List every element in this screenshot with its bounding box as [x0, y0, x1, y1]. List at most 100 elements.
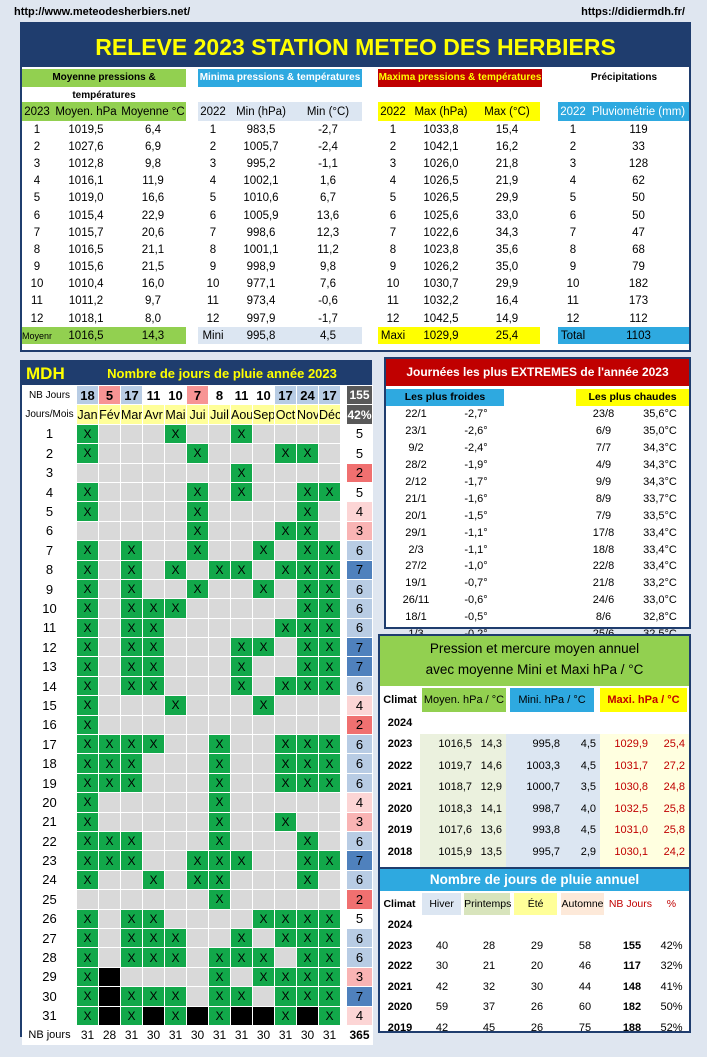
monthly-cell [540, 207, 558, 224]
monthly-cell: 9 [569, 261, 577, 274]
calendar-cell [120, 714, 143, 736]
pressure-row: 2020 1018,3 14,1 998,7 4,0 1032,5 25,8 [380, 798, 689, 820]
month-name: Sep [252, 404, 275, 425]
monthly-cell: 3 [389, 157, 397, 170]
calendar-cell: X [208, 830, 231, 852]
calendar-cell [98, 443, 121, 464]
monthly-cell: 1015,4 [68, 209, 104, 222]
rainy-year: 2023 [387, 939, 413, 952]
day-number: 20 [22, 792, 77, 813]
calendar-cell: X [274, 908, 297, 929]
cold-date: 20/1 [405, 509, 427, 522]
calendar-cell: X [76, 423, 99, 445]
calendar-cell [164, 753, 187, 774]
calendar-cell: X [76, 540, 99, 561]
calendar-cell [164, 443, 187, 464]
extreme-gap [506, 507, 576, 524]
calendar-cell [252, 850, 275, 871]
days-in-month: 30 [252, 1024, 275, 1046]
monthly-cell: 995,2 [246, 157, 276, 170]
cold-temp: -1,1° [464, 543, 488, 556]
calendar-cell [164, 617, 187, 639]
monthly-summary-row: Moyenn 1016,5 14,3 Mini 995,8 4,5 Maxi 1029,9 25… [22, 327, 689, 345]
month-rain-count: 10 [164, 384, 187, 406]
monthly-cell [186, 155, 198, 172]
pressure-value: 1018,7 [420, 776, 476, 798]
calendar-cell: X [318, 753, 341, 774]
rainy-value: 59 [435, 1001, 449, 1014]
month-rain-count: 17 [120, 384, 143, 406]
rainy-title: Nombre de jours de pluie annuel [380, 869, 689, 891]
monthly-cell: 6 [209, 209, 217, 222]
calendar-cell [318, 423, 341, 445]
monthly-cell: 35,0 [495, 261, 519, 274]
calendar-cell [142, 559, 165, 580]
days-in-month: 28 [98, 1024, 121, 1046]
calendar-cell: X [318, 578, 341, 600]
calendar-cell: X [274, 559, 297, 580]
monthly-cell: 2 [569, 140, 577, 153]
site-url-left[interactable]: http://www.meteodesherbiers.net/ [14, 6, 191, 18]
calendar-cell: X [274, 986, 297, 1007]
month-rain-count: 10 [252, 384, 275, 406]
day-rain-total: 6 [346, 540, 373, 561]
calendar-cell: X [186, 850, 209, 871]
calendar-cell [274, 869, 297, 891]
monthly-cell: 11,9 [142, 175, 164, 188]
day-number: 28 [22, 947, 77, 968]
cold-date: 18/1 [405, 611, 427, 624]
site-url-right[interactable]: https://didiermdh.fr/ [581, 6, 685, 18]
calendar-cell: X [142, 927, 165, 949]
calendar-cell [164, 734, 187, 755]
month-name: Déc [318, 404, 341, 425]
calendar-cell: X [76, 637, 99, 658]
monthly-header-cell: 2022 [558, 102, 588, 121]
pressure-value: 1030,8 [600, 776, 652, 798]
extreme-row: 18/1 -0,5° 8/6 32,8°C [386, 609, 689, 626]
calendar-cell [230, 1005, 253, 1026]
calendar-cell: X [274, 772, 297, 794]
calendar-cell: X [296, 986, 319, 1007]
monthly-cell: 9,8 [145, 157, 161, 170]
calendar-cell: X [76, 675, 99, 697]
calendar-cell [296, 792, 319, 813]
calendar-cell [274, 598, 297, 619]
rainy-value: 26 [530, 1021, 544, 1034]
monthly-row: 2 1027,6 6,9 2 1005,7 -2,4 2 1042,1 16,2 2 33 [22, 138, 689, 155]
calendar-cell: X [230, 947, 253, 968]
calendar-cell: X [120, 1005, 143, 1026]
monthly-cell: 1042,5 [423, 312, 459, 325]
rainy-year: 2022 [387, 960, 413, 973]
calendar-cell [208, 520, 231, 542]
rainy-h-pct: % [666, 898, 677, 910]
calendar-cell [252, 986, 275, 1007]
monthly-cell: 1005,9 [243, 209, 279, 222]
rainy-table: 2024 2023 40 28 29 58 155 42% 2022 30 21 20 46 117 32%… [380, 915, 689, 1038]
pressure-value: 13,5 [476, 841, 506, 863]
calendar-cell: X [186, 540, 209, 561]
monthly-cell: 1 [569, 123, 577, 136]
pressure-value: 25,8 [652, 798, 689, 820]
monthly-cell [186, 138, 198, 155]
extreme-row: 21/1 -1,6° 8/9 33,7°C [386, 490, 689, 507]
calendar-foot-row: NB jours 31 28 31 30 31 30 31 31 30 31 30 31 365 [22, 1024, 373, 1046]
extreme-row: 27/2 -1,0° 22/8 33,4°C [386, 558, 689, 575]
monthly-header-row: 2023 Moyen. hPa Moyenne °C 2022 Min (hPa) Min… [22, 102, 689, 121]
calendar-cell: X [142, 734, 165, 755]
monthly-cell: 977,1 [246, 278, 276, 291]
hot-temp: 35,6°C [643, 408, 677, 421]
extremes-title: Journées les plus EXTREMES de l'année 20… [386, 359, 689, 386]
hot-temp: 32,8°C [643, 611, 677, 624]
calendar-cell [164, 520, 187, 542]
calendar-cell [252, 617, 275, 639]
calendar-cell [252, 714, 275, 736]
calendar-day-row: 22 X X X X X 6 [22, 830, 373, 852]
calendar-cell: X [76, 1005, 99, 1026]
rainy-h-aut: Automne [561, 893, 604, 915]
extremes-table: 22/1 -2,7° 23/8 35,6°C 23/1 -2,6° 6/9 35,0°C 9/2… [386, 406, 689, 642]
day-number: 8 [22, 559, 77, 580]
extreme-gap [506, 474, 576, 491]
calendar-cell: X [252, 578, 275, 600]
monthly-summary-cell: 995,8 [228, 327, 294, 345]
